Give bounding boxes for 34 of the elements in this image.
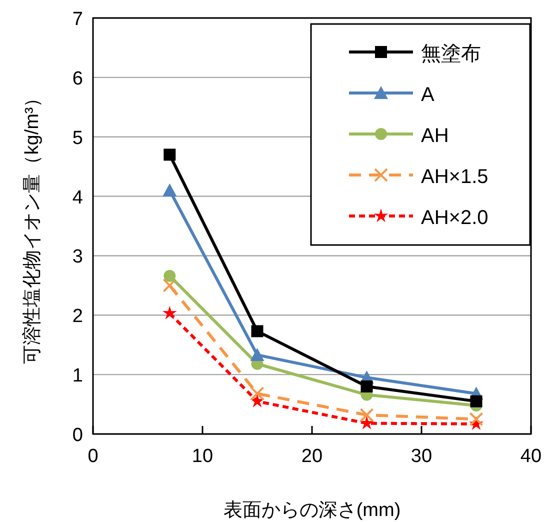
legend-label: AH×1.5 — [421, 166, 488, 188]
point — [251, 325, 264, 338]
x-tick-label: 10 — [192, 446, 214, 467]
point — [250, 386, 264, 401]
point — [162, 306, 177, 320]
y-tick-label: 2 — [72, 306, 83, 328]
point — [470, 395, 482, 408]
point — [162, 278, 177, 292]
point — [250, 348, 264, 361]
x-tick-label: 40 — [520, 446, 542, 467]
y-tick-label: 3 — [72, 246, 83, 268]
point — [162, 183, 177, 196]
point — [250, 394, 264, 408]
x-axis-title: 表面からの深さ(mm) — [223, 500, 401, 521]
x-tick-label: 30 — [410, 446, 432, 467]
y-tick-label: 4 — [72, 187, 84, 208]
point — [360, 380, 373, 392]
x-tick-label: 20 — [301, 446, 323, 467]
point — [164, 148, 176, 161]
y-tick-label: 6 — [72, 68, 83, 90]
x-tick-label: 0 — [88, 446, 98, 467]
point — [469, 412, 484, 426]
legend-label: AH×2.0 — [421, 207, 488, 229]
legend-label: 無塗布 — [421, 43, 481, 65]
y-tick-label: 7 — [72, 9, 83, 30]
legend-label: AH — [421, 125, 449, 147]
y-tick-label: 0 — [72, 425, 83, 446]
legend-label: A — [421, 84, 435, 106]
point — [360, 408, 374, 422]
y-tick-label: 1 — [72, 366, 83, 387]
y-tick-label: 5 — [72, 128, 83, 149]
point — [360, 416, 374, 430]
point — [164, 270, 176, 282]
y-axis-title: 可溶性塩化物イオン量（kg/m³） — [21, 88, 43, 364]
